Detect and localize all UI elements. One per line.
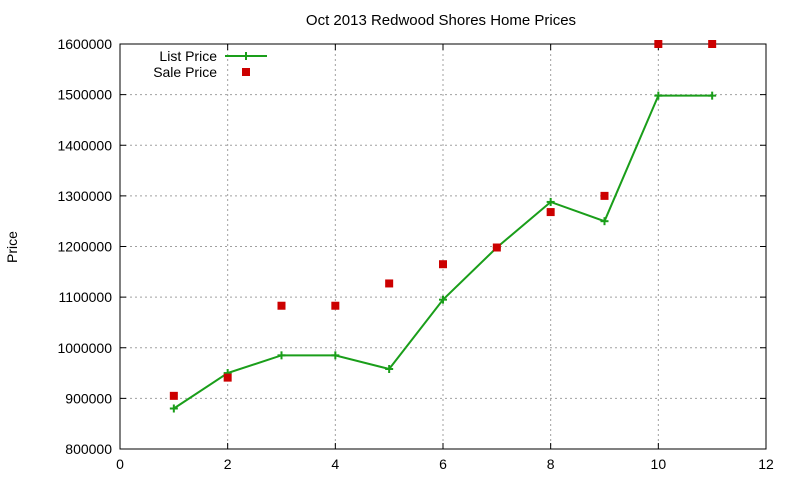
axis-ticks: 0 2 4 6 8 10 12 800000 900000 1000000 1100000 12000… [57, 36, 774, 472]
list-price-point [331, 351, 340, 360]
chart-title: Oct 2013 Redwood Shores Home Prices [306, 12, 576, 29]
y-tick-label: 1000000 [57, 340, 112, 356]
y-tick-label: 1400000 [57, 137, 112, 153]
series [169, 40, 717, 413]
sale-price-point [439, 260, 447, 269]
sale-price-point [546, 208, 555, 217]
y-axis-label: Price [4, 231, 20, 263]
x-tick-label: 4 [331, 456, 339, 472]
legend-label-sale-price: Sale Price [153, 64, 217, 80]
legend-swatch-list-price-marker [242, 52, 250, 60]
sale-price-point [600, 191, 609, 200]
legend: List Price Sale Price [153, 48, 267, 80]
x-tick-label: 2 [224, 456, 232, 472]
sale-price-point [223, 373, 232, 382]
list-price-point [654, 91, 663, 100]
x-tick-label: 12 [758, 456, 774, 472]
list-price-point [385, 365, 394, 374]
x-tick-label: 0 [116, 456, 124, 472]
sale-price-point [654, 40, 663, 48]
legend-swatches [225, 52, 267, 76]
list-price-point [277, 351, 286, 360]
y-tick-label: 800000 [65, 441, 112, 457]
sale-price-point [277, 301, 286, 310]
sale-price-point [331, 301, 340, 310]
y-tick-label: 1100000 [59, 289, 113, 305]
list-price-point [439, 295, 447, 304]
y-tick-label: 1600000 [57, 36, 112, 52]
y-tick-label: 1200000 [57, 239, 112, 255]
sale-price-point [385, 279, 394, 288]
x-tick-label: 10 [651, 456, 667, 472]
x-tick-label: 6 [439, 456, 447, 472]
legend-label-list-price: List Price [159, 48, 217, 64]
sale-price-point [492, 243, 501, 252]
y-tick-label: 900000 [65, 390, 112, 406]
sale-price-point [169, 391, 178, 400]
y-tick-label: 1500000 [57, 87, 112, 103]
list-price-point [169, 404, 178, 413]
list-price-point [708, 91, 717, 100]
legend-swatch-sale-price [242, 68, 250, 76]
list-price-point [600, 217, 609, 226]
sale-price-point [708, 40, 717, 48]
x-tick-label: 8 [547, 456, 555, 472]
y-tick-label: 1300000 [57, 188, 112, 204]
list-price-point [546, 197, 555, 206]
